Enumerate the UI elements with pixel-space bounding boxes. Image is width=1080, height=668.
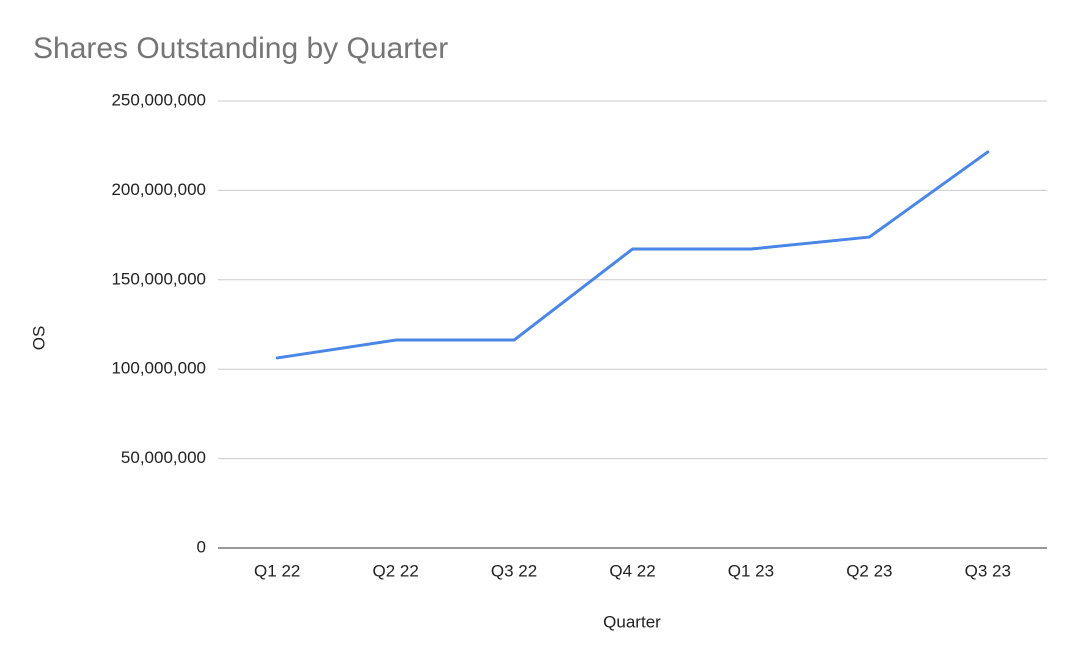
x-tick-label: Q1 23 [728,561,774,580]
x-tick-label: Q2 22 [372,561,418,580]
chart-title: Shares Outstanding by Quarter [33,32,448,65]
y-tick-label: 100,000,000 [111,359,206,378]
x-tick-label: Q3 23 [965,561,1011,580]
x-tick-label: Q1 22 [254,561,300,580]
y-tick-label: 250,000,000 [111,90,206,109]
x-tick-label: Q4 22 [609,561,655,580]
y-tick-label: 50,000,000 [121,448,206,467]
y-axis-title: OS [29,326,48,351]
data-line [275,150,990,360]
y-tick-label: 150,000,000 [111,269,206,288]
x-axis-title: Quarter [603,612,661,631]
y-tick-label: 200,000,000 [111,180,206,199]
x-tick-label: Q3 22 [491,561,537,580]
y-tick-label: 0 [197,537,206,556]
x-tick-label: Q2 23 [846,561,892,580]
